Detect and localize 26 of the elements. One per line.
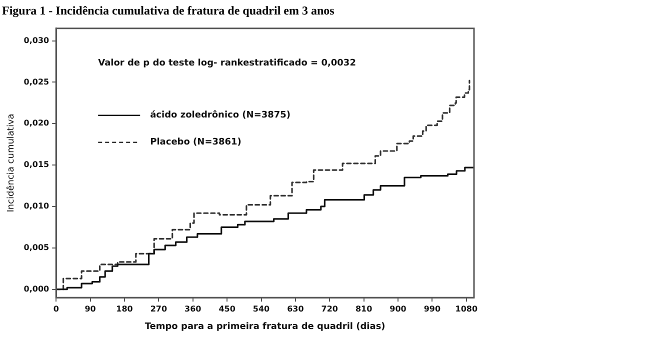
x-tick-label: 0 [53,304,60,314]
x-tick-label: 900 [390,304,407,314]
x-tick-label: 450 [218,304,236,314]
x-tick-label: 540 [252,304,270,314]
x-tick-label: 180 [116,304,134,314]
y-tick-label: 0,015 [24,160,50,170]
legend-label: ácido zoledrônico (N=3875) [150,110,291,121]
annotation: Valor de p do teste log- rankestratificado = 0,0032 [98,58,356,69]
legend-label: Placebo (N=3861) [150,138,242,148]
x-tick-label: 990 [424,304,441,314]
y-tick-label: 0,020 [24,118,50,128]
x-axis-title: Tempo para a primeira fratura de quadril (dias) [144,322,386,332]
y-tick-label: 0,030 [24,36,50,45]
y-tick-label: 0,010 [24,202,50,211]
x-tick-label: 360 [184,304,202,314]
y-axis-title: Incidência cumulativa [6,114,17,212]
x-tick-label: 810 [355,304,373,314]
chart-title: Figura 1 - Incidência cumulativa de fratura de quadril em 3 anos [2,3,335,18]
x-tick-label: 90 [84,304,96,314]
y-tick-label: 0,005 [24,242,50,252]
x-tick-label: 630 [287,304,304,314]
y-tick-label: 0,025 [24,77,50,86]
x-tick-label: 270 [150,304,168,314]
y-tick-label: 0,000 [24,284,50,294]
x-tick-label: 720 [321,304,338,314]
x-tick-label: 1080 [455,304,478,314]
